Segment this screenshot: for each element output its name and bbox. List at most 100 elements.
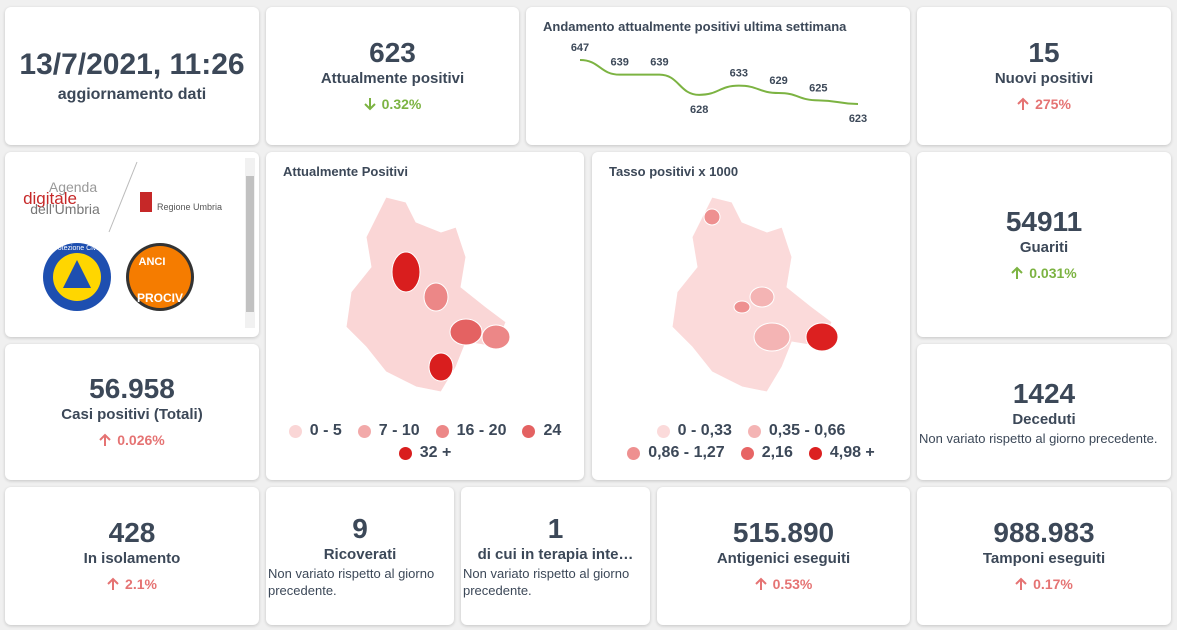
map-area [733, 300, 751, 314]
stat-note: Non variato rispetto al giorno precedent… [463, 566, 630, 598]
change-arrow [363, 98, 376, 111]
map-area [428, 352, 454, 382]
scrollbar-thumb[interactable] [246, 176, 254, 312]
logo-text: Regione Umbria [157, 202, 222, 212]
trend-label: 639 [650, 57, 668, 69]
logos-card: Agenda digitale dell'Umbria Regione Umbr… [5, 152, 259, 337]
stat-value: 428 [108, 517, 156, 548]
trend-chart: Andamento attualmente positivi ultima se… [543, 19, 867, 125]
change-value: 2.1% [125, 576, 157, 592]
stat-value: 1424 [1012, 377, 1076, 409]
map-card: Attualmente Positivi 0 - 5 7 - 10 16 - 20 24… [266, 152, 584, 480]
change-arrow [99, 433, 111, 446]
map-region [671, 196, 839, 393]
logo-text: PROCIV [137, 291, 183, 305]
legend-swatch [288, 424, 302, 438]
stat-note: Non variato rispetto al giorno precedent… [268, 566, 435, 598]
arrow-path [1015, 577, 1027, 590]
stat-label: Deceduti [1012, 410, 1076, 428]
stat-value: 54911 [1005, 205, 1083, 237]
legend-label: 2,16 [761, 444, 793, 461]
stat-card: 1 di cui in terapia inte… Non variato risp… [461, 487, 650, 625]
stat-card: 515.890 Antigenici eseguiti 0.53% [657, 487, 910, 625]
stat-change: 275% [1017, 93, 1071, 115]
legend-label: 7 - 10 [378, 422, 420, 439]
change-arrow [1011, 266, 1023, 279]
legend-item: 32 + [398, 444, 452, 462]
legend-label: 16 - 20 [456, 422, 507, 439]
stat-label: Casi positivi (Totali) [61, 406, 203, 423]
logos: Agenda digitale dell'Umbria Regione Umbr… [23, 158, 255, 328]
arrow-path [363, 98, 376, 111]
stat-label: Antigenici eseguiti [716, 550, 851, 567]
legend-label: 4,98 + [829, 444, 875, 461]
stat-value: 988.983 [993, 517, 1095, 548]
map-area [481, 324, 511, 350]
change-arrow [1017, 97, 1029, 110]
logo-text: digitale [23, 189, 77, 208]
legend-swatch [740, 446, 754, 460]
map-legend: 0 - 0,33 0,35 - 0,66 0,86 - 1,27 2,16 4,98 + [592, 422, 910, 462]
change-value: 0.026% [117, 432, 165, 448]
arrow-path [754, 577, 767, 590]
stat-card: 9 Ricoverati Non variato rispetto al giorn… [266, 487, 454, 625]
legend-swatch [522, 424, 536, 438]
stat-value: 623 [369, 37, 416, 68]
legend-label: 0 - 5 [309, 422, 342, 439]
stat-label: Attualmente positivi [320, 70, 465, 87]
date-card: 13/7/2021, 11:26 aggiornamento dati [5, 7, 259, 145]
map-area [703, 208, 721, 226]
map-title: Tasso positivi x 1000 [609, 164, 739, 179]
map-area [391, 251, 421, 293]
trend-label: 623 [849, 113, 867, 125]
trend-label: 633 [730, 68, 748, 80]
stat-card: 623 Attualmente positivi 0.32% [266, 7, 519, 145]
logo-icon [63, 260, 91, 288]
stat-value: 56.958 [89, 373, 175, 404]
legend-swatch [435, 424, 449, 438]
trend-title: Andamento attualmente positivi ultima se… [543, 19, 847, 34]
arrow-path [107, 577, 119, 590]
map [671, 196, 839, 393]
legend-item: 0 - 5 [288, 422, 342, 440]
map-legend: 0 - 5 7 - 10 16 - 20 24 32 + [266, 422, 584, 462]
stat-card: 56.958 Casi positivi (Totali) 0.026% [5, 344, 259, 480]
map [345, 196, 511, 393]
map-title: Attualmente Positivi [283, 164, 408, 179]
change-value: 0.031% [1029, 264, 1077, 281]
legend-swatch [656, 424, 670, 438]
map-area [753, 322, 791, 352]
legend-swatch [398, 446, 412, 460]
map-area [423, 282, 449, 312]
legend-item: 16 - 20 [435, 422, 507, 440]
legend-label: 32 + [419, 444, 452, 461]
stat-label: di cui in terapia inte… [477, 546, 634, 563]
change-value: 275% [1035, 96, 1071, 112]
logo-circle [129, 246, 191, 308]
divider [108, 161, 138, 233]
trend-label: 625 [809, 82, 827, 94]
arrow-path [1011, 266, 1023, 279]
legend-item: 4,98 + [808, 444, 875, 462]
legend-label: 24 [543, 422, 562, 439]
legend-label: 0 - 0,33 [677, 422, 732, 439]
legend-item: 0 - 0,33 [656, 422, 732, 440]
stat-label: In isolamento [83, 550, 181, 567]
logo-icon [140, 192, 152, 212]
legend-swatch [808, 446, 822, 460]
stat-note: Non variato rispetto al giorno precedent… [919, 430, 1158, 446]
stat-card: 428 In isolamento 2.1% [5, 487, 259, 625]
legend-swatch [357, 424, 371, 438]
legend-item: 2,16 [740, 444, 793, 462]
map-card: Tasso positivi x 1000 0 - 0,33 0,35 - 0,66… [592, 152, 910, 480]
trend-label: 639 [611, 57, 629, 69]
arrow-path [1017, 97, 1029, 110]
map-area [805, 322, 839, 352]
stat-change: 0.32% [363, 93, 421, 115]
arrow-path [99, 433, 111, 446]
logo-text: Agenda [49, 179, 97, 195]
trend-card: Andamento attualmente positivi ultima se… [526, 7, 910, 145]
stat-value: 1 [547, 513, 564, 544]
trend-label: 628 [690, 104, 708, 116]
